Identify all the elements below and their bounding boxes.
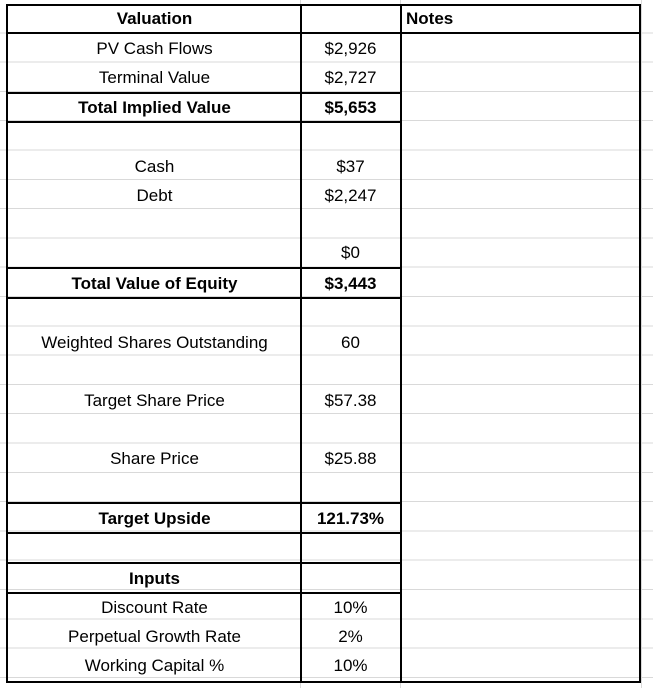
row-working-capital: Working Capital % 10% (8, 651, 400, 680)
total-implied-value-label[interactable]: Total Implied Value (78, 98, 231, 117)
total-implied-bottom-border (6, 121, 402, 123)
valuation-header-row: Valuation (8, 4, 400, 33)
cash-label[interactable]: Cash (134, 157, 175, 176)
total-value-equity-label[interactable]: Total Value of Equity (71, 274, 238, 293)
discount-rate-label[interactable]: Discount Rate (101, 598, 208, 617)
target-upside-label[interactable]: Target Upside (98, 509, 211, 528)
row-total-value-equity: Total Value of Equity $3,443 (8, 269, 400, 298)
working-capital-value[interactable]: 10% (333, 656, 368, 675)
row-pv-cash-flows: PV Cash Flows $2,926 (8, 34, 400, 63)
shares-value[interactable]: 60 (341, 333, 360, 352)
equity-bottom-border (6, 297, 402, 299)
table-bottom-border (6, 681, 402, 683)
total-implied-top-border (6, 92, 402, 94)
upside-bottom-border (6, 532, 402, 534)
row-target-upside: Target Upside 121.73% (8, 504, 400, 533)
table-left-border (6, 4, 8, 683)
inputs-header[interactable]: Inputs (129, 569, 180, 588)
total-implied-value-value[interactable]: $5,653 (324, 98, 377, 117)
share-price-value[interactable]: $25.88 (324, 449, 377, 468)
row-share-price: Share Price $25.88 (8, 444, 400, 473)
debt-value[interactable]: $2,247 (324, 186, 377, 205)
row-discount-rate: Discount Rate 10% (8, 593, 400, 622)
working-capital-label[interactable]: Working Capital % (84, 656, 225, 675)
target-price-value[interactable]: $57.38 (324, 391, 377, 410)
equity-top-border (6, 267, 402, 269)
terminal-value-value[interactable]: $2,727 (324, 68, 377, 87)
table-middle-border (300, 4, 302, 683)
row-terminal-value: Terminal Value $2,727 (8, 63, 400, 92)
shares-label[interactable]: Weighted Shares Outstanding (41, 333, 268, 352)
row-shares: Weighted Shares Outstanding 60 (8, 328, 400, 357)
table-right-border (400, 4, 402, 683)
row-inputs-header: Inputs (8, 564, 400, 593)
row-cash: Cash $37 (8, 152, 400, 181)
target-upside-value[interactable]: 121.73% (316, 509, 385, 528)
pv-cash-flows-value[interactable]: $2,926 (324, 39, 377, 58)
notes-header[interactable]: Notes (400, 4, 641, 34)
row-total-implied-value: Total Implied Value $5,653 (8, 93, 400, 122)
terminal-value-label[interactable]: Terminal Value (98, 68, 211, 87)
row-other: $0 (8, 238, 400, 267)
target-price-label[interactable]: Target Share Price (84, 391, 225, 410)
notes-column[interactable] (400, 4, 641, 683)
row-perpetual-growth: Perpetual Growth Rate 2% (8, 622, 400, 651)
inputs-top-border (6, 562, 402, 564)
pv-cash-flows-label[interactable]: PV Cash Flows (96, 39, 213, 58)
perpetual-growth-value[interactable]: 2% (338, 627, 363, 646)
debt-label[interactable]: Debt (136, 186, 173, 205)
row-target-price: Target Share Price $57.38 (8, 386, 400, 415)
total-value-equity-value[interactable]: $3,443 (324, 274, 377, 293)
valuation-header[interactable]: Valuation (116, 9, 193, 28)
cash-value[interactable]: $37 (336, 157, 365, 176)
inputs-header-bottom-border (6, 592, 402, 594)
upside-top-border (6, 502, 402, 504)
perpetual-growth-label[interactable]: Perpetual Growth Rate (68, 627, 241, 646)
row-debt: Debt $2,247 (8, 181, 400, 210)
other-value[interactable]: $0 (341, 243, 360, 262)
share-price-label[interactable]: Share Price (110, 449, 199, 468)
discount-rate-value[interactable]: 10% (333, 598, 368, 617)
